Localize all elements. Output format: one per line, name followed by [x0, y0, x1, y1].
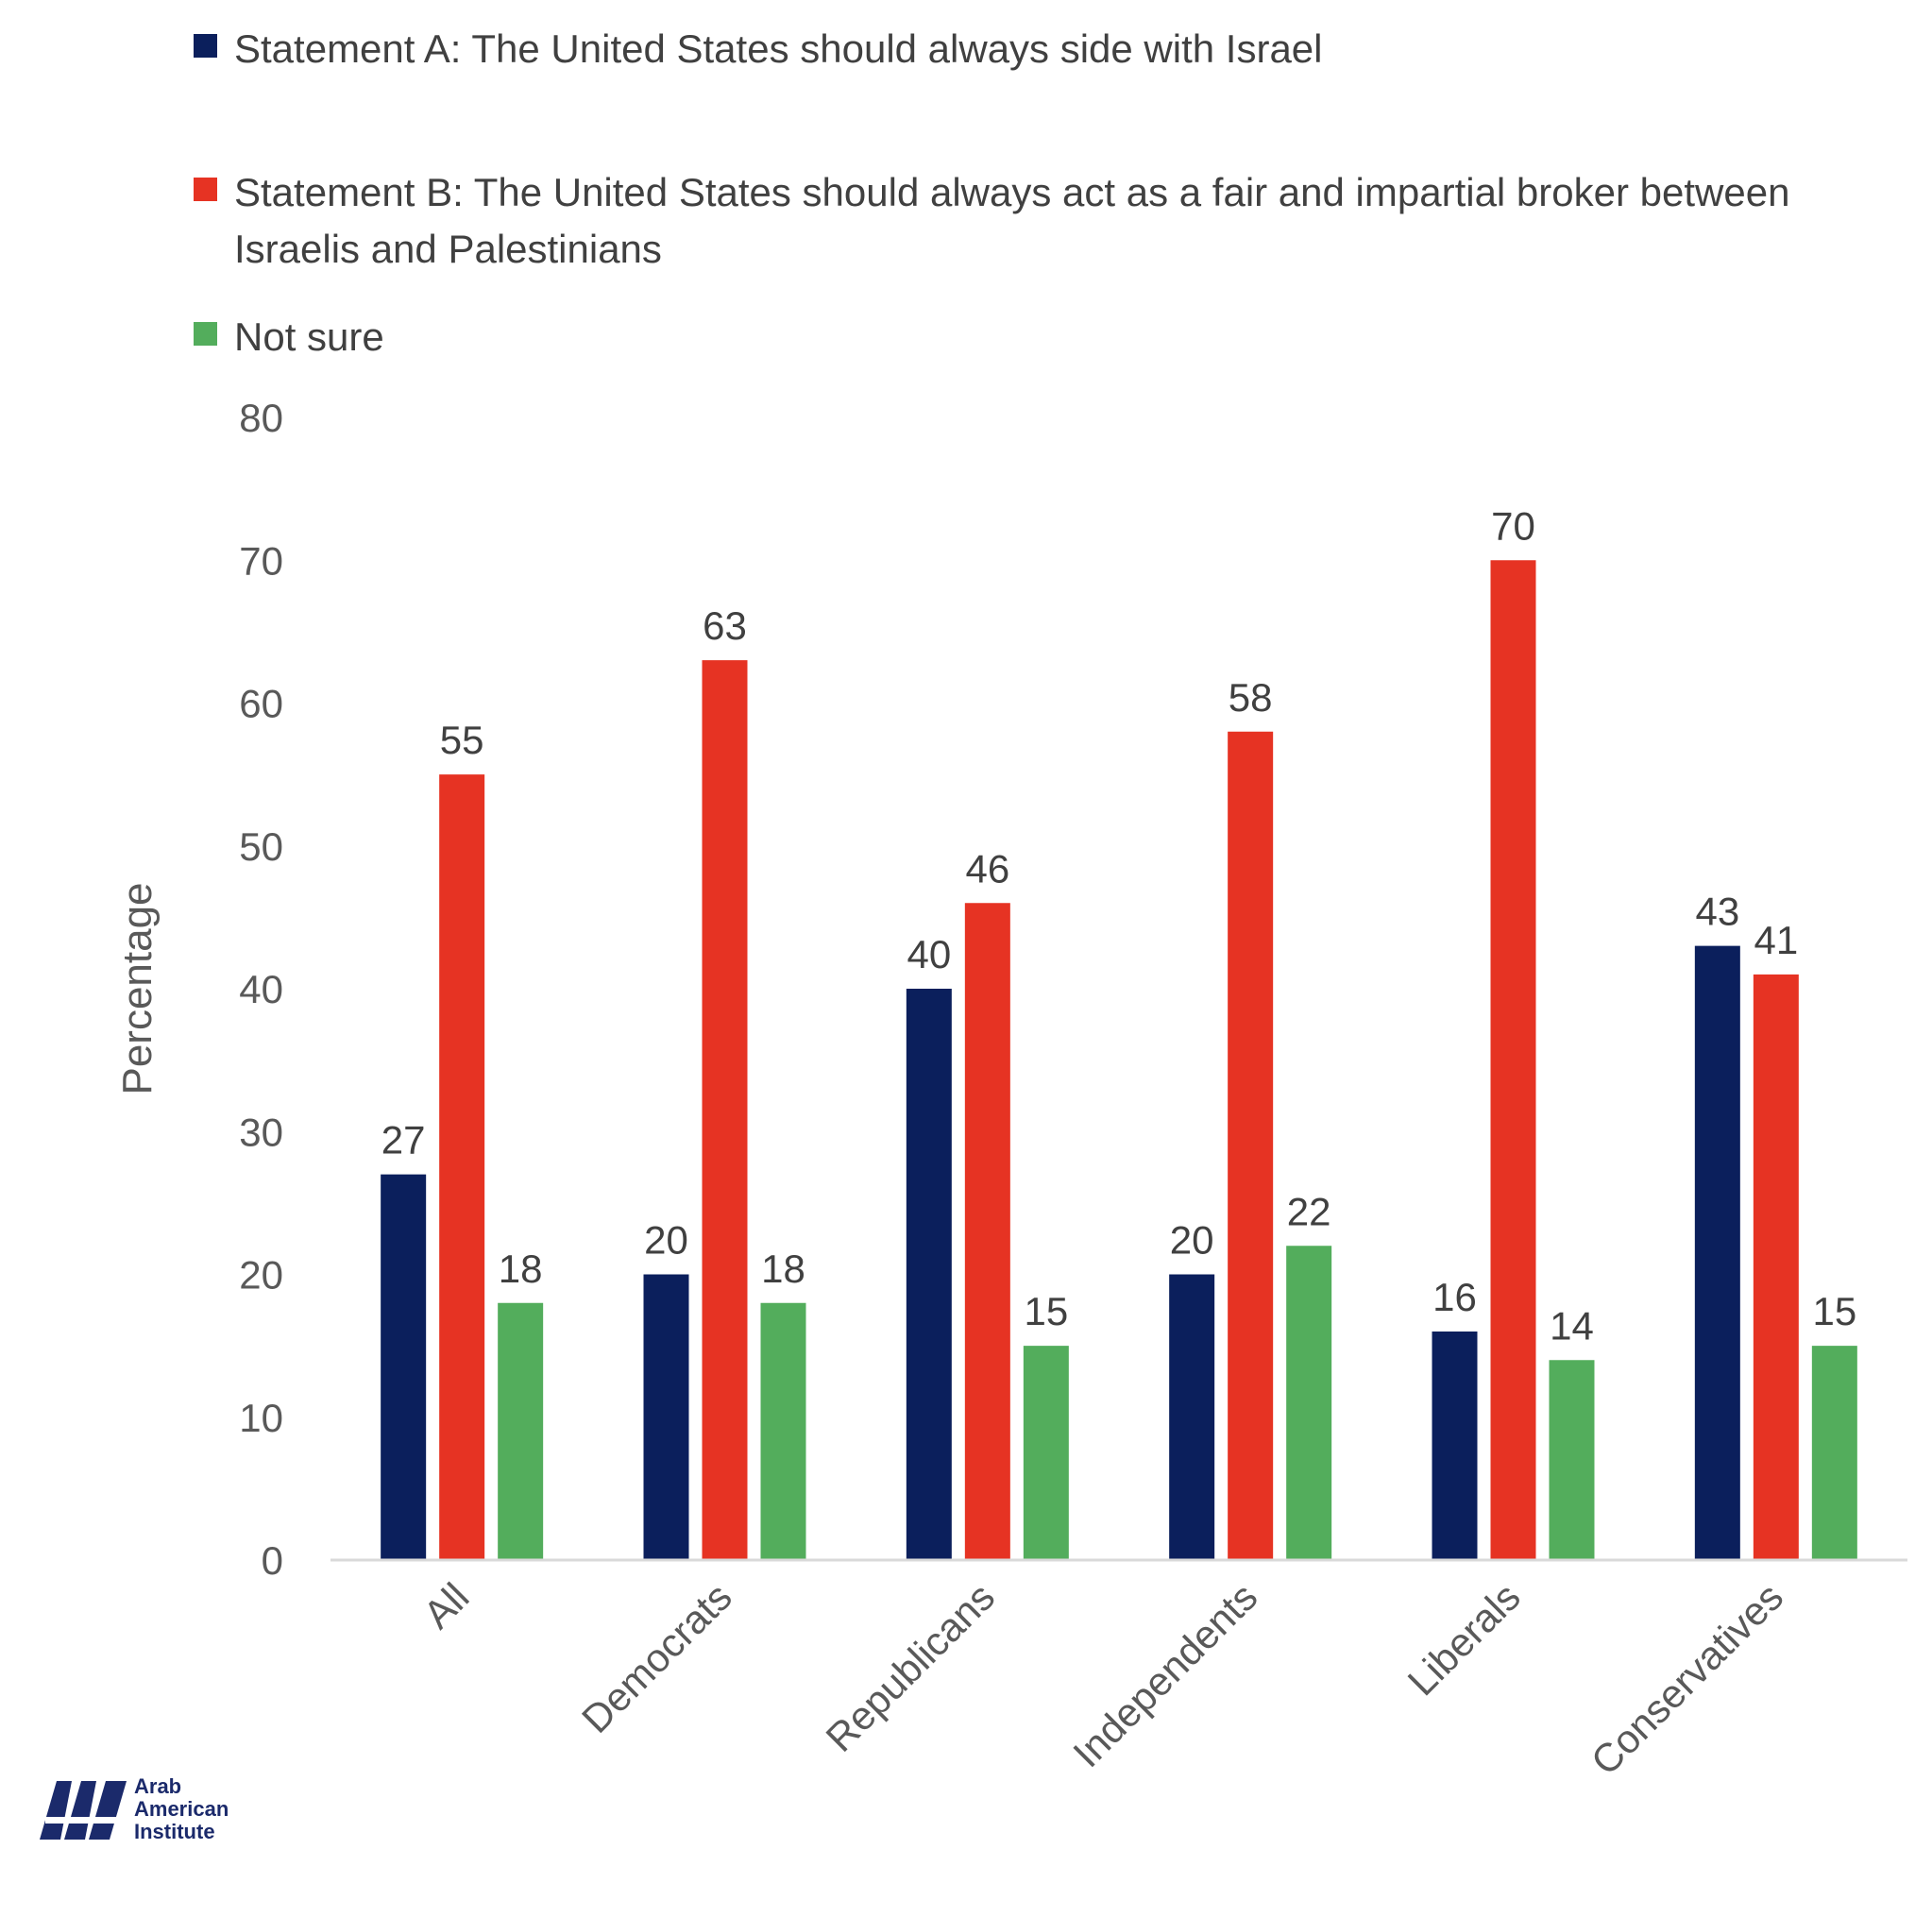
arab-american-institute-logo: Arab American Institute [40, 1775, 266, 1851]
y-tick-label: 80 [239, 396, 283, 440]
bar [643, 1274, 689, 1560]
aai-logo-mark-icon [40, 1781, 127, 1840]
bar [760, 1302, 806, 1560]
logo-text-line-1: Arab [134, 1774, 182, 1798]
legend-swatch-not-sure [194, 322, 217, 346]
bar [1286, 1246, 1332, 1560]
x-tick-label: Liberals [1399, 1574, 1529, 1704]
bar [964, 903, 1010, 1560]
y-tick-label: 10 [239, 1396, 283, 1440]
data-label: 18 [499, 1247, 543, 1291]
y-tick-label: 70 [239, 538, 283, 583]
bar [1169, 1274, 1215, 1560]
y-tick-label: 60 [239, 682, 283, 726]
data-label: 63 [703, 603, 747, 648]
x-tick-label: Republicans [818, 1574, 1004, 1760]
x-tick-label: Independents [1064, 1574, 1265, 1775]
data-label: 43 [1695, 890, 1739, 934]
data-label: 41 [1754, 918, 1798, 962]
bar [381, 1174, 427, 1560]
data-label: 22 [1287, 1189, 1331, 1233]
bar [1023, 1346, 1069, 1560]
y-tick-label: 30 [239, 1110, 283, 1154]
data-label: 15 [1812, 1289, 1856, 1333]
data-label: 46 [965, 846, 1009, 891]
data-label: 27 [381, 1118, 426, 1162]
bar [1432, 1332, 1478, 1560]
data-label: 16 [1432, 1275, 1477, 1319]
bar [702, 660, 748, 1560]
bar [1753, 974, 1799, 1560]
logo-text-line-2: American [134, 1797, 229, 1821]
data-label: 15 [1024, 1289, 1068, 1333]
logo-text-line-3: Institute [134, 1820, 215, 1843]
data-label: 14 [1550, 1303, 1594, 1348]
legend-swatch-statement-b [194, 178, 217, 201]
y-tick-label: 20 [239, 1253, 283, 1298]
logo-text: Arab American Institute [134, 1775, 229, 1843]
data-label: 20 [644, 1218, 688, 1263]
x-tick-label: All [415, 1574, 477, 1637]
y-axis-title: Percentage [114, 882, 161, 1094]
y-tick-label: 0 [262, 1538, 283, 1583]
legend-swatch-statement-a [194, 34, 217, 58]
data-label: 20 [1170, 1218, 1214, 1263]
data-label: 40 [907, 932, 951, 976]
y-tick-label: 40 [239, 967, 283, 1011]
bar [1694, 945, 1740, 1560]
bar [1490, 560, 1536, 1560]
x-tick-label: Conservatives [1583, 1574, 1791, 1783]
x-tick-label: Democrats [573, 1574, 740, 1741]
legend-label-statement-b: Statement B: The United States should al… [234, 170, 1790, 271]
bar [1811, 1346, 1857, 1560]
data-label: 58 [1229, 675, 1273, 720]
y-tick-label: 50 [239, 824, 283, 869]
bar [439, 774, 485, 1560]
data-label: 55 [440, 718, 484, 762]
legend-label-not-sure: Not sure [234, 314, 384, 359]
bar [906, 989, 952, 1560]
bar [1228, 731, 1274, 1560]
legend-label-statement-a: Statement A: The United States should al… [234, 26, 1323, 71]
data-label: 70 [1491, 503, 1535, 548]
data-label: 18 [761, 1247, 805, 1291]
bar [1549, 1360, 1595, 1560]
bar [498, 1302, 544, 1560]
